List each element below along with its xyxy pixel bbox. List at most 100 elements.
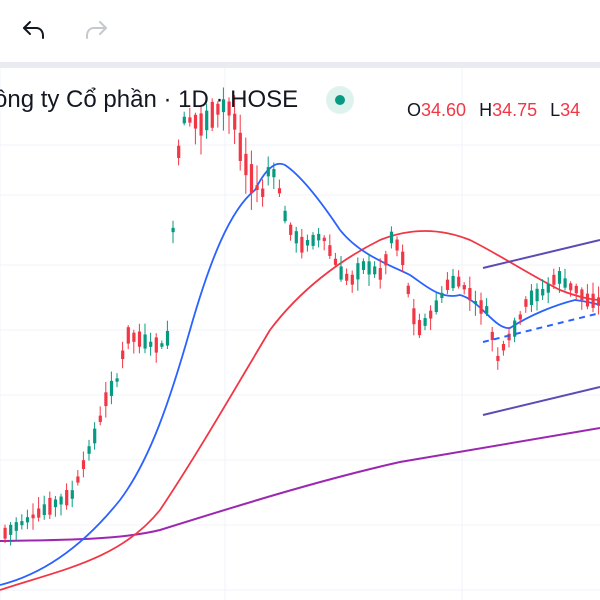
candle-body — [462, 285, 466, 290]
undo-button[interactable] — [16, 14, 52, 46]
status-dot — [335, 95, 346, 105]
candle-body — [490, 331, 494, 341]
candle-body — [9, 524, 13, 535]
candle-body — [283, 210, 287, 222]
candle-body — [261, 188, 265, 197]
candle-body — [597, 297, 600, 306]
candle-body — [221, 99, 226, 113]
candle-body — [20, 521, 24, 526]
high-value: 34.75 — [492, 100, 538, 120]
channel-lower-line — [482, 386, 600, 416]
chart-toolbar — [0, 0, 600, 62]
candle-body — [14, 522, 18, 531]
ma-fast-line — [0, 162, 600, 586]
candle-body — [104, 392, 108, 407]
candle-body — [266, 167, 270, 177]
ma-mid-line — [0, 230, 600, 591]
candle-body — [501, 343, 506, 351]
redo-button[interactable] — [78, 14, 114, 46]
candle-body — [109, 380, 114, 396]
candle-body — [580, 289, 584, 301]
candle-body — [429, 310, 433, 319]
candle-body — [406, 285, 410, 295]
candle-body — [557, 271, 562, 284]
candle-body — [339, 266, 343, 280]
candle-body — [574, 285, 578, 294]
candle-body — [42, 504, 46, 516]
candle-body — [552, 274, 556, 285]
candle-body — [126, 327, 130, 344]
candle-body — [289, 224, 293, 235]
candle-body — [188, 117, 192, 123]
candle-body — [395, 239, 399, 251]
candle-body — [37, 508, 41, 518]
candle-body — [98, 415, 102, 422]
candle-body — [238, 132, 242, 161]
candle-body — [87, 446, 91, 454]
candle-body — [322, 237, 326, 242]
symbol-title[interactable]: ông ty Cổ phần · 1D · HOSE — [0, 86, 299, 113]
candle-body — [350, 274, 354, 285]
candle-body — [305, 240, 310, 246]
price-chart[interactable] — [0, 68, 600, 600]
candle-body — [193, 114, 198, 129]
candle-body — [227, 101, 231, 116]
trend-channel — [482, 239, 600, 416]
chart-grid — [0, 68, 600, 600]
candle-body — [93, 428, 97, 444]
candle-body — [361, 261, 366, 270]
candle-body — [177, 145, 181, 158]
candle-body — [255, 185, 259, 190]
candle-body — [401, 251, 405, 266]
candle-body — [132, 332, 136, 342]
candle-body — [121, 350, 125, 360]
candle-body — [563, 278, 567, 288]
candle-body — [31, 514, 35, 519]
candle-body — [70, 490, 74, 499]
candle-body — [389, 231, 394, 244]
candle-body — [541, 288, 545, 296]
candle-body — [457, 276, 461, 287]
candle-body — [468, 288, 472, 301]
candle-body — [440, 292, 444, 298]
candle-body — [171, 227, 175, 233]
candle-body — [529, 290, 534, 306]
candle-body — [535, 288, 539, 302]
high-label: H — [479, 100, 493, 120]
candle-body — [591, 293, 595, 308]
candle-body — [53, 499, 58, 508]
candle-body — [199, 113, 203, 136]
candle-body — [59, 496, 63, 505]
candle-body — [473, 301, 478, 305]
ohlc-values: O34.60 H34.75 L34 — [407, 100, 580, 121]
candle-body — [546, 283, 550, 293]
candle-body — [367, 261, 371, 275]
candle-body — [137, 331, 142, 347]
candle-body — [479, 300, 483, 314]
candle-body — [3, 527, 7, 539]
candle-body — [378, 268, 382, 280]
low-label: L — [550, 100, 561, 120]
undo-icon — [23, 21, 44, 39]
candle-body — [165, 330, 170, 346]
candle-body — [294, 231, 298, 244]
candle-body — [76, 476, 80, 483]
candle-body — [311, 234, 315, 246]
candle-body — [249, 164, 254, 193]
candles — [3, 87, 600, 546]
candle-body — [569, 283, 573, 291]
candle-body — [244, 153, 248, 176]
channel-upper-line — [482, 239, 600, 269]
open-value: 34.60 — [421, 100, 467, 120]
candle-body — [384, 254, 388, 266]
indicator-lines — [0, 162, 600, 591]
market-status-icon[interactable] — [326, 86, 355, 114]
candle-body — [210, 101, 214, 128]
candle-body — [507, 333, 511, 341]
open-label: O — [407, 100, 422, 120]
candle-body — [317, 233, 321, 241]
candle-body — [143, 334, 147, 349]
candle-body — [513, 320, 517, 337]
candle-body — [115, 378, 119, 382]
chart-legend: ông ty Cổ phần · 1D · HOSE — [0, 84, 355, 116]
